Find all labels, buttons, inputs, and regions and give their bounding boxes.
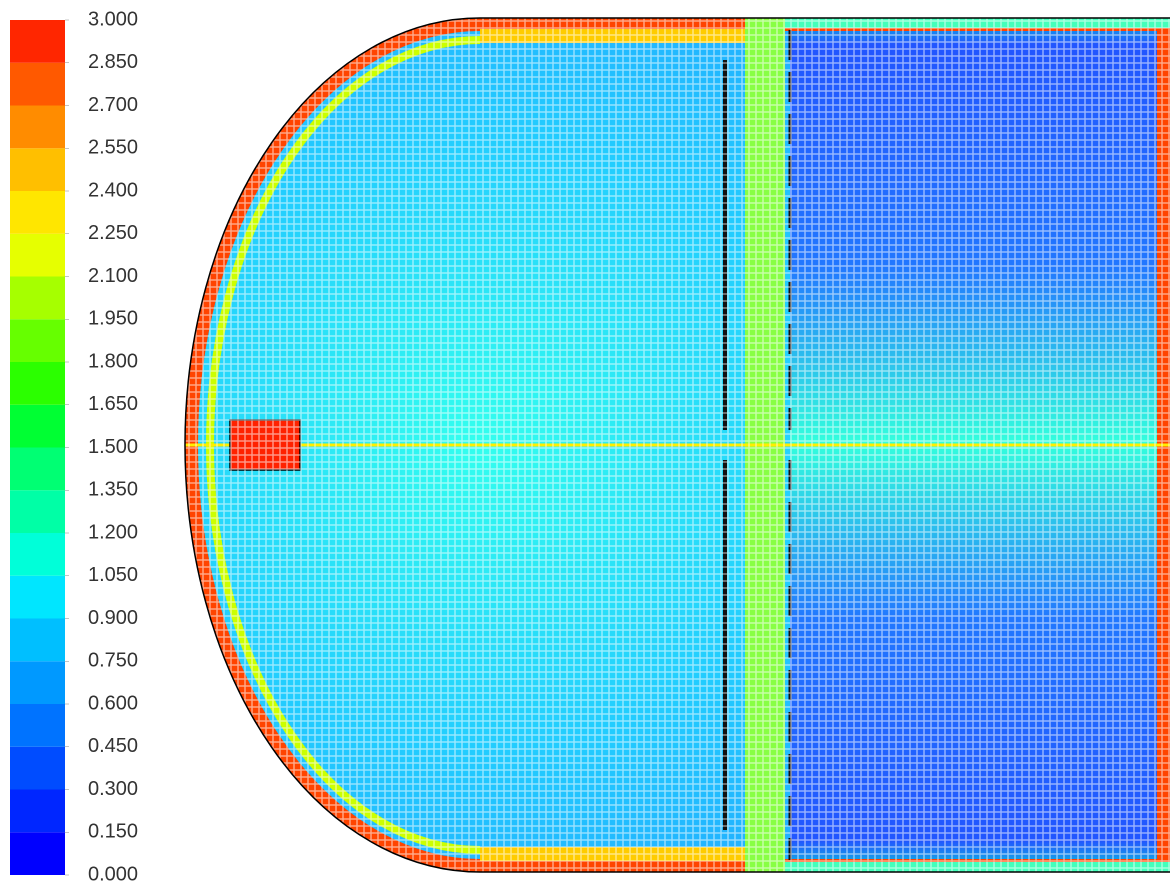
colorbar-label: 2.400 [88,179,138,201]
colorbar-label: 1.050 [88,564,138,586]
colorbar-label: 2.700 [88,94,138,116]
colorbar-label: 2.850 [88,51,138,73]
colorbar-band [10,448,65,491]
colorbar-band [10,234,65,277]
colorbar-label: 0.300 [88,778,138,800]
colorbar-band [10,277,65,320]
colorbar-band [10,790,65,833]
colorbar-band [10,319,65,362]
colorbar-label: 0.450 [88,735,138,757]
colorbar-label: 1.500 [88,436,138,458]
colorbar-label: 0.900 [88,607,138,629]
colorbar-label: 2.550 [88,137,138,159]
colorbar-band [10,106,65,149]
colorbar-band [10,661,65,704]
colorbar-band [10,20,65,63]
colorbar-label: 1.650 [88,393,138,415]
colorbar-label: 0.600 [88,692,138,714]
colorbar-band [10,362,65,405]
colorbar-label: 2.250 [88,222,138,244]
colorbar-band [10,576,65,619]
colorbar-band [10,704,65,747]
colorbar-label: 0.750 [88,650,138,672]
colorbar-band [10,405,65,448]
colorbar-band [10,832,65,875]
colorbar-label: 2.100 [88,265,138,287]
colorbar-band [10,63,65,106]
colorbar-label: 3.000 [88,8,138,30]
colorbar-label: 1.200 [88,521,138,543]
chart: 0.000 0.150 0.300 0.450 0.600 0.750 0.900 1.050… [0,0,1170,885]
colorbar-band [10,490,65,533]
colorbar-band [10,191,65,234]
colorbar-band [10,533,65,576]
colorbar-band [10,148,65,191]
colorbar-label: 1.950 [88,308,138,330]
colorbar-label: 1.800 [88,350,138,372]
colorbar-label: 0.000 [88,863,138,885]
colorbar-label: 0.150 [88,821,138,843]
colorbar-label: 1.350 [88,479,138,501]
colorbar-band [10,619,65,662]
colorbar-band [10,747,65,790]
contour-field [180,0,1170,885]
